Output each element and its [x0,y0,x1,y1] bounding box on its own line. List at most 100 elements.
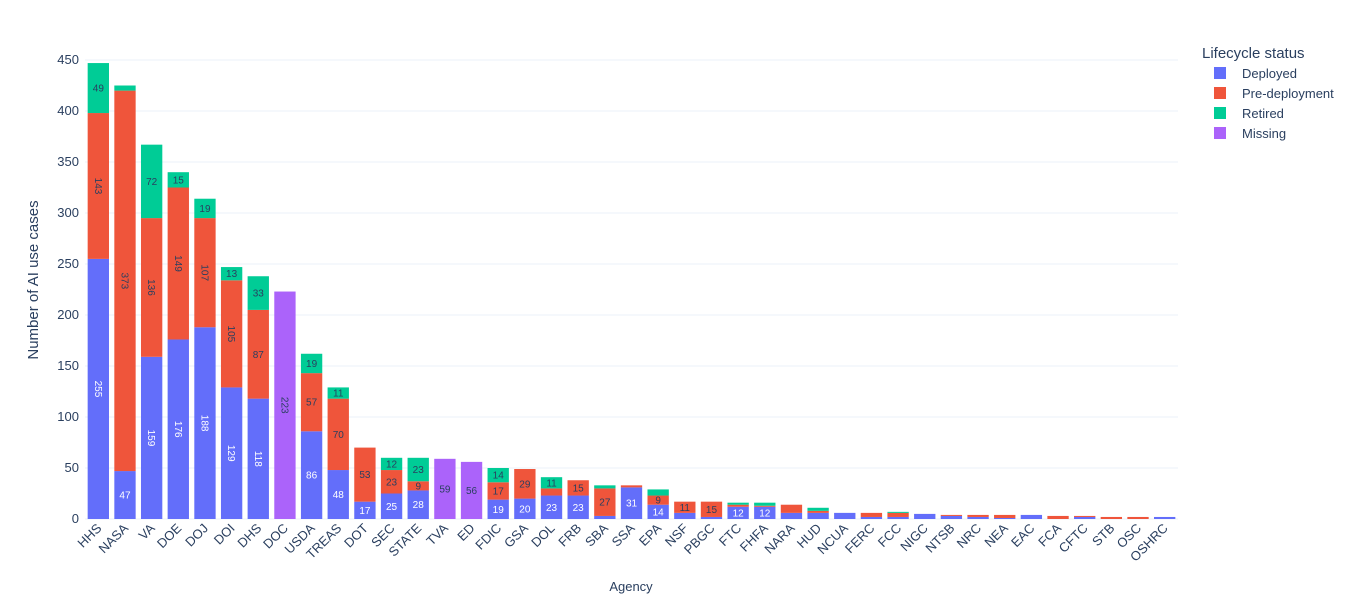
x-tick-label: FERC [842,521,878,557]
bar-segment [247,276,269,310]
bar-segment [274,291,296,519]
data-label: 29 [519,479,531,490]
data-label: 188 [198,415,209,432]
legend-swatch [1214,87,1226,99]
bar-segment [487,482,509,500]
data-label: 56 [466,486,478,497]
bar-segment [647,489,669,496]
bar-segment [87,113,109,259]
bar-segment [247,398,269,519]
bar-segment [727,502,749,505]
data-label: 25 [386,502,398,513]
y-tick-label: 400 [57,103,79,118]
bar-segment [780,512,803,519]
bar-segment [1154,516,1176,519]
x-tick-label: DOI [211,521,238,548]
bar-segment [834,512,856,519]
bar-segment [407,457,429,482]
x-tick-label: SBA [582,520,611,549]
legend-label: Missing [1242,126,1286,141]
bar-segment [300,373,323,432]
data-label: 223 [278,397,289,414]
bar-segment [460,461,483,519]
bar-segment [354,501,376,519]
x-tick-label: DOE [154,520,185,551]
data-label: 23 [386,477,398,488]
bar-segment [514,469,536,499]
bar-segment [1020,514,1043,519]
y-tick-label: 150 [57,358,79,373]
bar-segment [194,198,216,219]
bar-segment [940,514,963,516]
data-label: 9 [415,481,421,492]
data-label: 57 [306,398,318,409]
y-axis-title: Number of AI use cases [25,200,42,359]
bar-segment [140,356,163,519]
bar-segment [860,516,883,519]
bar-segment [487,468,509,483]
bar-segment [167,172,189,188]
y-tick-label: 450 [57,52,79,67]
data-label: 17 [493,486,505,497]
data-label: 28 [413,500,425,511]
data-label: 11 [333,389,344,400]
bar-segment [140,218,163,357]
data-label: 12 [733,508,745,519]
data-label: 23 [546,503,558,514]
bar-segment [994,514,1016,518]
data-label: 19 [199,204,211,215]
data-label: 48 [333,490,345,501]
bar-segment [967,516,989,519]
bar-segment [967,514,989,517]
data-label: 9 [655,496,661,507]
data-label: 15 [173,175,185,186]
bar-segment [754,506,776,519]
bar-segment [247,309,269,399]
x-tick-label: STB [1089,521,1117,549]
data-label: 33 [253,289,265,300]
x-tick-label: FDIC [472,521,504,553]
data-label: 13 [226,269,238,280]
bar-segment [540,477,563,489]
data-label: 49 [93,84,105,95]
x-tick-label: NEA [981,520,1011,550]
bar-segment [754,502,776,506]
data-label: 31 [626,499,638,510]
bar-segment [220,387,243,519]
bar-segment [620,485,643,488]
data-label: 149 [172,255,183,272]
bar-segment [1127,516,1149,519]
data-label: 12 [386,459,398,470]
legend-swatch [1214,127,1226,139]
x-tick-label: NTSB [922,521,957,556]
bar-segment [487,499,509,519]
bar-segment [300,431,323,519]
data-label: 11 [680,503,691,514]
bar-segment [434,458,456,519]
bar-segment [674,512,696,519]
legend-swatch [1214,67,1226,79]
data-label: 23 [573,503,585,514]
data-label: 27 [599,498,611,509]
y-tick-label: 50 [65,460,79,475]
bar-segment [167,339,189,519]
bar-segment [114,471,136,519]
x-tick-label: PBGC [681,521,718,558]
data-label: 19 [306,359,318,370]
legend-label: Deployed [1242,66,1297,81]
data-label: 176 [172,421,183,438]
x-tick-label: GSA [501,520,531,550]
data-label: 12 [759,508,771,519]
x-tick-label: EPA [636,520,665,549]
data-label: 107 [198,264,209,281]
x-tick-label: FRB [555,521,584,550]
bar-segment [407,481,429,491]
bar-segment [354,447,376,502]
data-label: 129 [225,445,236,462]
bar-segment [540,488,563,496]
data-label: 53 [359,470,371,481]
data-label: 14 [653,507,665,518]
bar-segment [700,516,723,519]
x-tick-label: EAC [1008,521,1038,551]
data-label: 14 [493,471,505,482]
